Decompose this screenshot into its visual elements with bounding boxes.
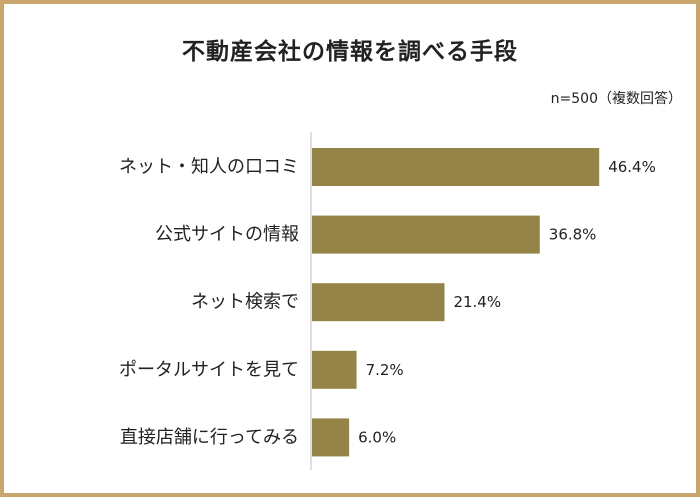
bar <box>312 215 540 254</box>
value-label: 46.4% <box>608 158 656 176</box>
value-label: 7.2% <box>366 361 404 379</box>
category-label: ネット・知人の口コミ <box>119 157 299 178</box>
chart-title: 不動産会社の情報を調べる手段 <box>182 39 518 65</box>
category-label: 直接店舗に行ってみる <box>120 427 299 448</box>
category-label: ネット検索で <box>191 292 299 313</box>
bar <box>312 283 445 322</box>
bar <box>312 418 350 457</box>
bar <box>312 148 600 186</box>
sample-note: n=500（複数回答） <box>550 91 682 107</box>
value-label: 6.0% <box>358 428 396 446</box>
category-label: 公式サイトの情報 <box>155 224 299 245</box>
bar-chart: ネット・知人の口コミ 46.4% 公式サイトの情報 36.8% ネット検索で 21.4% ポ… <box>119 132 656 470</box>
bar <box>312 350 357 389</box>
value-label: 21.4% <box>453 293 501 311</box>
value-label: 36.8% <box>549 226 597 244</box>
category-label: ポータルサイトを見て <box>119 359 299 380</box>
